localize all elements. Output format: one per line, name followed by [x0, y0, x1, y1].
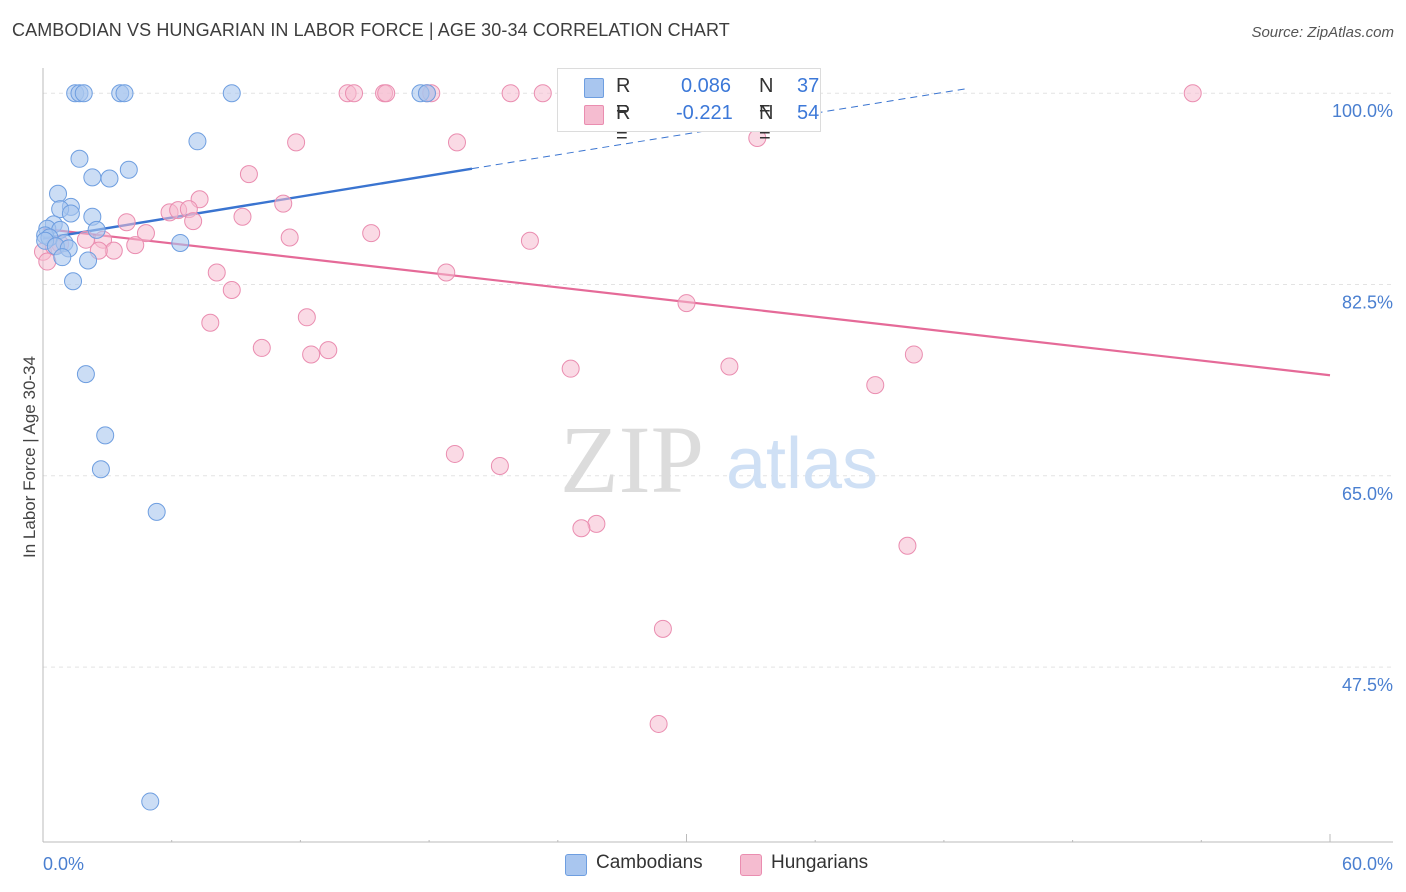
series-legend: Cambodians Hungarians: [0, 852, 1406, 878]
hungarian-point: [445, 444, 464, 463]
cambodian-trendline: [42, 88, 966, 240]
cambodian-point: [76, 365, 95, 384]
cambodian-point: [70, 149, 89, 168]
hungarian-point: [362, 224, 381, 243]
hungarian-point: [649, 714, 668, 733]
hungarian-point: [233, 207, 252, 226]
hungarian-points: [34, 84, 1202, 733]
y-tick-labels: 100.0% 82.5% 65.0% 47.5%: [1332, 101, 1393, 695]
legend-n-label: N =: [759, 102, 774, 147]
hungarian-point: [898, 536, 917, 555]
legend-r-value: 0.086: [681, 75, 732, 97]
hungarian-point: [866, 376, 885, 395]
hungarian-point: [533, 84, 552, 103]
hungarian-point: [287, 133, 306, 152]
cambodian-point: [74, 84, 93, 103]
hungarian-point: [297, 308, 316, 327]
hungarian-point: [222, 280, 241, 299]
x-tick-label-max: 60.0%: [1342, 854, 1393, 874]
hungarian-point: [904, 345, 923, 364]
hungarian-point: [653, 619, 672, 638]
legend-r-label: R =: [616, 102, 631, 147]
cambodian-point: [222, 84, 241, 103]
hungarian-swatch: [740, 854, 762, 876]
watermark-zip: ZIP: [560, 406, 704, 513]
stats-legend: R = 0.086 N = 37 R = -0.221 N = 54: [557, 68, 821, 147]
hungarian-point: [136, 224, 155, 243]
watermark-atlas: atlas: [726, 424, 878, 504]
cambodian-point: [119, 160, 138, 179]
hungarian-point: [490, 456, 509, 475]
legend-r-value: -0.221: [676, 102, 733, 124]
source-credit: Source: ZipAtlas.com: [1251, 24, 1394, 41]
y-tick-label: 47.5%: [1342, 675, 1393, 695]
cambodian-point: [83, 168, 102, 187]
cambodian-swatch: [565, 854, 587, 876]
hungarian-swatch: [584, 105, 604, 125]
hungarian-point: [207, 263, 226, 282]
cambodian-point: [171, 233, 190, 252]
legend-r-label: R =: [616, 75, 631, 120]
legend-label-hungarians: Hungarians: [771, 852, 869, 873]
cambodian-point: [147, 502, 166, 521]
legend-n-value: 37: [797, 75, 820, 97]
hungarian-point: [239, 165, 258, 184]
cambodian-point: [61, 204, 80, 223]
cambodian-swatch: [584, 78, 604, 98]
hungarian-point: [201, 313, 220, 332]
y-tick-label: 100.0%: [1332, 101, 1393, 121]
y-tick-label: 65.0%: [1342, 484, 1393, 504]
hungarian-point: [587, 514, 606, 533]
hungarian-point: [104, 241, 123, 260]
cambodian-point: [87, 220, 106, 239]
cambodian-point: [91, 460, 110, 479]
hungarian-point: [447, 133, 466, 152]
hungarian-point: [126, 236, 145, 255]
x-tick-label-min: 0.0%: [43, 854, 84, 874]
hungarian-point: [677, 294, 696, 313]
cambodian-points: [36, 84, 436, 811]
hungarian-point: [437, 263, 456, 282]
hungarian-point: [501, 84, 520, 103]
hungarian-point: [184, 212, 203, 231]
hungarian-point: [319, 341, 338, 360]
y-tick-label: 82.5%: [1342, 293, 1393, 313]
hungarian-point: [561, 359, 580, 378]
y-axis-label: In Labor Force | Age 30-34: [20, 356, 39, 558]
cambodian-point: [188, 132, 207, 151]
hungarian-point: [252, 338, 271, 357]
axes: [42, 68, 1393, 843]
cambodian-point: [100, 169, 119, 188]
hungarian-point: [520, 231, 539, 250]
cambodian-point: [115, 84, 134, 103]
cambodian-point: [79, 251, 98, 270]
cambodian-point: [64, 272, 83, 291]
cambodian-point: [49, 184, 68, 203]
hungarian-point: [117, 213, 136, 232]
cambodian-point: [96, 426, 115, 445]
hungarian-point: [345, 84, 364, 103]
hungarian-point: [38, 252, 57, 271]
cambodian-point: [417, 84, 436, 103]
hungarian-point: [377, 84, 396, 103]
cambodian-point: [53, 248, 72, 267]
legend-label-cambodians: Cambodians: [596, 852, 703, 873]
cambodian-point: [141, 792, 160, 811]
hungarian-point: [572, 519, 591, 538]
legend-n-value: 54: [797, 102, 820, 124]
hungarian-point: [720, 357, 739, 376]
hungarian-point: [302, 345, 321, 364]
cambodian-trendline-segment: [42, 167, 473, 240]
legend-n-label: N =: [759, 75, 774, 120]
chart-title: CAMBODIAN VS HUNGARIAN IN LABOR FORCE | …: [12, 20, 730, 40]
hungarian-point: [280, 228, 299, 247]
hungarian-point: [274, 194, 293, 213]
hungarian-point: [1183, 84, 1202, 103]
